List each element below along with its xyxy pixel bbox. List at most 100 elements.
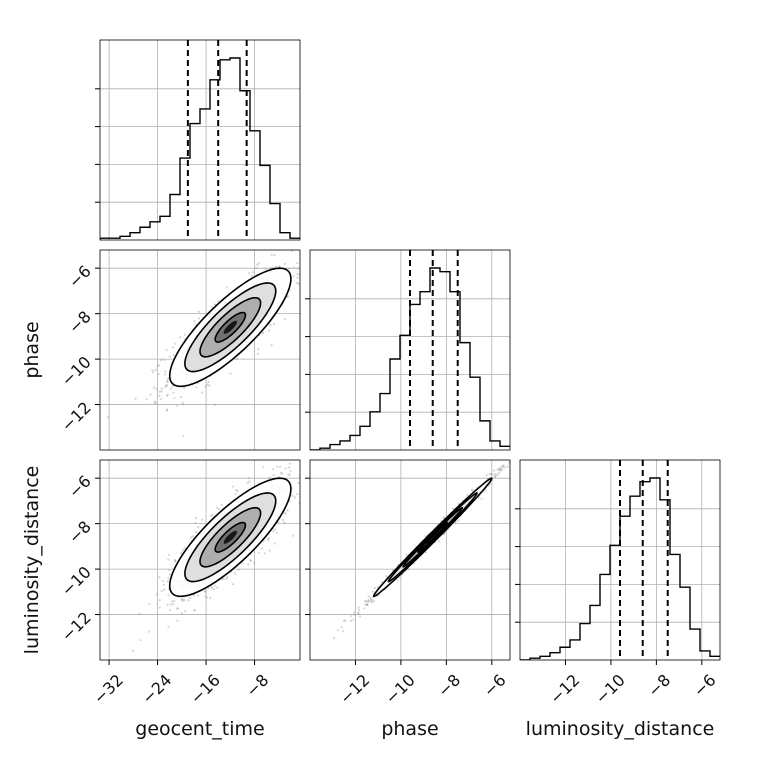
scatter-point xyxy=(172,391,175,394)
scatter-point xyxy=(277,475,281,478)
scatter-point xyxy=(278,265,281,268)
scatter-point xyxy=(296,273,299,276)
scatter-point xyxy=(166,378,169,381)
scatter-point xyxy=(193,609,196,612)
scatter-point xyxy=(205,596,208,599)
scatter-point xyxy=(183,610,187,613)
scatter-point xyxy=(296,276,299,279)
scatter-point xyxy=(206,383,209,386)
scatter-point xyxy=(156,365,159,368)
scatter-point xyxy=(165,349,168,352)
joint-content xyxy=(332,447,523,640)
x-tick-label: −32 xyxy=(90,670,127,707)
scatter-point xyxy=(195,386,198,389)
scatter-point xyxy=(367,600,370,603)
scatter-point xyxy=(272,323,275,326)
panel-frame xyxy=(99,39,301,241)
scatter-point xyxy=(506,465,509,468)
scatter-point xyxy=(197,310,201,313)
y-tick-label: −6 xyxy=(65,262,95,292)
scatter-point xyxy=(176,607,179,610)
scatter-point xyxy=(194,531,197,534)
scatter-point xyxy=(233,572,236,575)
scatter-point xyxy=(187,599,190,602)
scatter-point xyxy=(304,472,306,474)
scatter-point xyxy=(279,472,282,475)
scatter-point xyxy=(493,469,496,472)
scatter-point xyxy=(273,542,276,545)
scatter-point xyxy=(367,600,370,603)
scatter-point xyxy=(488,473,491,476)
panel-frame xyxy=(309,459,511,661)
scatter-point xyxy=(168,355,171,358)
scatter-point xyxy=(363,607,366,610)
scatter-point xyxy=(213,584,217,587)
scatter-point xyxy=(213,403,217,406)
scatter-point xyxy=(364,600,368,603)
scatter-point xyxy=(182,386,186,390)
scatter-point xyxy=(269,266,273,270)
x-axis-label-luminosity_distance: luminosity_distance xyxy=(526,718,715,740)
panel-frame xyxy=(99,459,301,661)
scatter-point xyxy=(246,481,249,484)
scatter-point xyxy=(269,323,272,326)
scatter-point xyxy=(250,274,253,277)
scatter-point xyxy=(320,231,322,233)
scatter-point xyxy=(385,575,388,578)
x-axis-label-phase: phase xyxy=(381,718,438,740)
scatter-point xyxy=(281,472,284,475)
scatter-point xyxy=(286,509,289,512)
scatter-point xyxy=(292,266,295,269)
scatter-point xyxy=(496,473,499,477)
scatter-point xyxy=(158,576,161,579)
scatter-point xyxy=(521,447,523,449)
joint-panel-geocent_time-phase xyxy=(99,231,322,451)
scatter-point xyxy=(340,626,343,629)
scatter-point xyxy=(167,594,170,597)
scatter-point xyxy=(191,535,195,538)
scatter-point xyxy=(163,373,167,376)
scatter-point xyxy=(131,649,134,652)
scatter-point xyxy=(172,346,175,349)
scatter-point xyxy=(183,598,186,602)
scatter-point xyxy=(216,586,219,589)
scatter-point xyxy=(160,387,163,390)
scatter-point xyxy=(263,552,267,555)
scatter-point xyxy=(170,387,173,390)
hist-panel-luminosity_distance xyxy=(515,459,721,661)
scatter-point xyxy=(210,586,214,590)
scatter-point xyxy=(366,603,369,606)
scatter-point xyxy=(164,370,167,373)
scatter-point xyxy=(490,473,494,476)
scatter-point xyxy=(173,599,176,603)
scatter-point xyxy=(364,603,367,606)
scatter-point xyxy=(268,549,271,552)
scatter-point xyxy=(204,385,207,388)
scatter-point xyxy=(166,408,169,411)
scatter-point xyxy=(471,489,475,492)
scatter-point xyxy=(183,546,186,549)
contour-0 xyxy=(214,521,247,553)
scatter-point xyxy=(212,588,216,591)
scatter-point xyxy=(213,303,216,306)
scatter-point xyxy=(314,278,316,280)
contour-1 xyxy=(199,506,262,568)
scatter-point xyxy=(183,333,186,336)
scatter-point xyxy=(286,295,290,298)
scatter-point xyxy=(225,286,228,289)
scatter-point xyxy=(295,240,297,242)
scatter-point xyxy=(287,466,291,469)
scatter-point xyxy=(217,507,221,511)
scatter-point xyxy=(231,583,235,586)
panel-frame xyxy=(99,249,301,451)
scatter-point xyxy=(304,265,306,267)
scatter-point xyxy=(225,577,228,580)
scatter-point xyxy=(209,596,212,600)
scatter-point xyxy=(357,609,361,612)
scatter-point xyxy=(173,558,176,562)
scatter-point xyxy=(217,300,220,303)
scatter-point xyxy=(220,503,223,507)
scatter-point xyxy=(257,262,260,265)
scatter-point xyxy=(357,611,360,614)
scatter-point xyxy=(210,514,213,517)
